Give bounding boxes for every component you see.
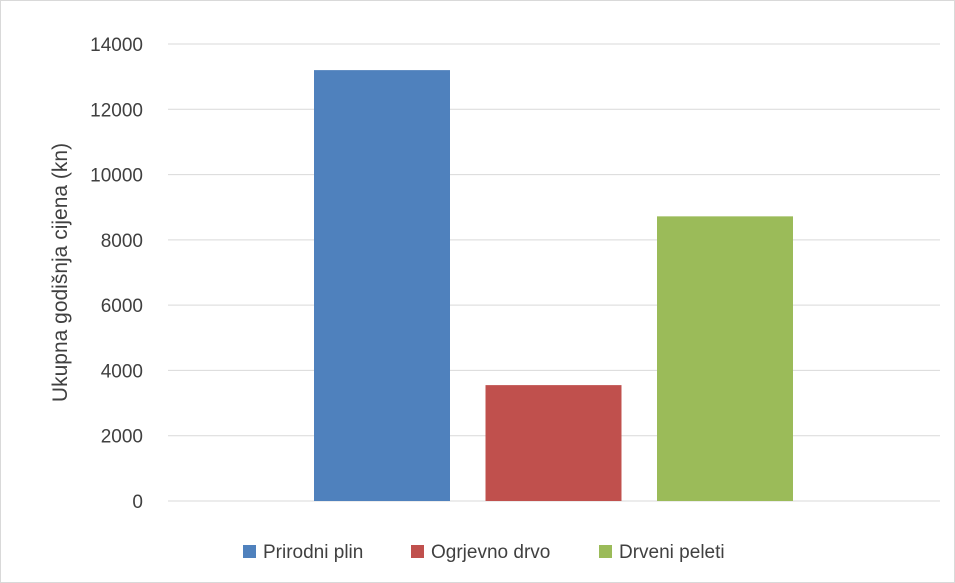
y-tick-label: 14000 <box>90 35 143 56</box>
legend-label: Prirodni plin <box>263 542 363 563</box>
y-tick-labels: 0 2000 4000 6000 8000 10000 12000 14000 <box>90 35 143 513</box>
legend-swatch <box>243 545 256 558</box>
bar-ogrjevno-drvo <box>485 385 622 501</box>
legend-label: Ogrjevno drvo <box>431 542 550 563</box>
y-tick-label: 6000 <box>101 296 143 317</box>
bars <box>314 70 793 501</box>
legend-item: Drveni peleti <box>599 542 725 563</box>
y-tick-label: 8000 <box>101 231 143 252</box>
y-tick-label: 4000 <box>101 361 143 382</box>
legend-item: Prirodni plin <box>243 542 363 563</box>
gridlines <box>168 43 940 502</box>
bar-drveni-peleti <box>657 216 793 501</box>
legend-swatch <box>411 545 424 558</box>
legend: Prirodni plin Ogrjevno drvo Drveni peleti <box>243 542 725 563</box>
y-tick-label: 2000 <box>101 427 143 448</box>
y-axis-title: Ukupna godišnja cijena (kn) <box>49 143 72 402</box>
legend-label: Drveni peleti <box>619 542 725 563</box>
y-tick-label: 12000 <box>90 100 143 121</box>
bar-prirodni-plin <box>314 70 450 501</box>
legend-swatch <box>599 545 612 558</box>
y-tick-label: 0 <box>132 492 143 513</box>
y-tick-label: 10000 <box>90 166 143 187</box>
legend-item: Ogrjevno drvo <box>411 542 550 563</box>
